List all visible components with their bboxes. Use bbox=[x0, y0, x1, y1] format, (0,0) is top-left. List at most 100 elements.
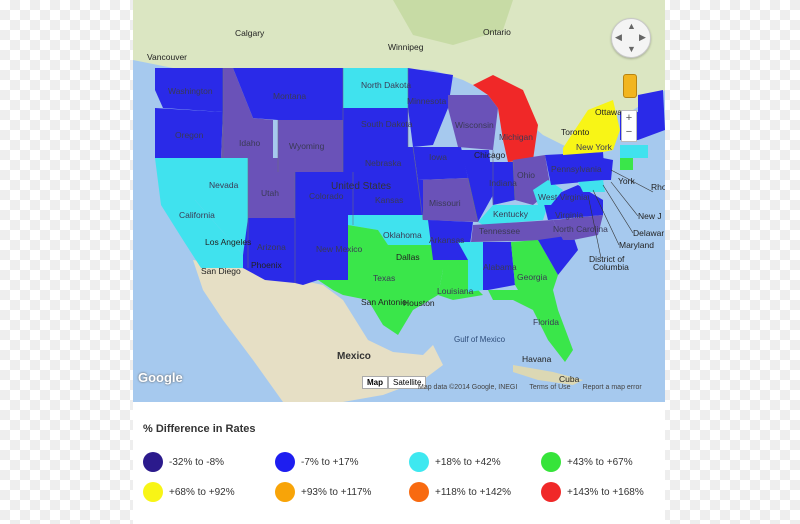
state-arizona[interactable] bbox=[243, 218, 295, 283]
city-vancouver: Vancouver bbox=[147, 52, 187, 62]
state-wyoming[interactable] bbox=[278, 120, 343, 172]
state-new-jersey[interactable] bbox=[603, 158, 613, 180]
state-california[interactable] bbox=[155, 158, 243, 268]
state-borders bbox=[222, 68, 516, 283]
legend-label: +118% to +142% bbox=[435, 486, 511, 498]
report-error-link[interactable]: Report a map error bbox=[582, 384, 642, 391]
city-ontario: Ontario bbox=[483, 27, 511, 37]
state-north-carolina[interactable] bbox=[553, 215, 603, 240]
pan-down-icon[interactable]: ▼ bbox=[627, 44, 636, 54]
map-type-satellite-button[interactable]: Satellite bbox=[388, 376, 427, 389]
attribution-data: Map data ©2014 Google, INEGI bbox=[418, 384, 518, 391]
state-idaho[interactable] bbox=[221, 68, 273, 158]
google-logo: Google bbox=[138, 370, 183, 385]
legend-title: % Difference in Rates bbox=[143, 423, 256, 435]
state-new-mexico[interactable] bbox=[295, 218, 348, 285]
state-nebraska[interactable] bbox=[343, 147, 418, 180]
pan-up-icon[interactable]: ▲ bbox=[627, 21, 636, 31]
state-pennsylvania[interactable] bbox=[545, 152, 605, 185]
state-alabama[interactable] bbox=[483, 242, 515, 290]
state-tennessee[interactable] bbox=[471, 220, 563, 242]
label-new-j: New J bbox=[638, 211, 662, 221]
state-michigan[interactable] bbox=[473, 75, 538, 162]
label-georgia: Georgia bbox=[517, 272, 548, 282]
cuba-land bbox=[513, 365, 583, 385]
map-view[interactable]: Washington Oregon California Nevada Idah… bbox=[133, 0, 665, 402]
state-washington[interactable] bbox=[155, 68, 223, 112]
state-texas[interactable] bbox=[318, 225, 443, 335]
state-wisconsin[interactable] bbox=[448, 95, 498, 150]
legend-panel: % Difference in Rates -32% to -8% -7% to… bbox=[133, 402, 665, 524]
state-georgia[interactable] bbox=[511, 240, 558, 290]
legend-item: +143% to +168% bbox=[541, 482, 644, 502]
state-kentucky[interactable] bbox=[478, 205, 548, 225]
state-maine[interactable] bbox=[638, 90, 665, 140]
legend-swatch bbox=[409, 482, 429, 502]
state-south-carolina[interactable] bbox=[538, 235, 578, 275]
pan-right-icon[interactable]: ▶ bbox=[639, 32, 646, 42]
label-washington: Washington bbox=[168, 86, 213, 96]
label-new-mexico: New Mexico bbox=[316, 244, 363, 254]
legend-label: +143% to +168% bbox=[567, 486, 644, 498]
state-colorado[interactable] bbox=[295, 172, 353, 218]
city-ottawa: Ottawa bbox=[595, 107, 622, 117]
state-utah[interactable] bbox=[248, 158, 295, 218]
legend-label: -7% to +17% bbox=[301, 456, 359, 468]
state-mississippi[interactable] bbox=[458, 242, 483, 292]
pan-control[interactable]: ▲ ▼ ◀ ▶ bbox=[611, 18, 651, 58]
state-illinois[interactable] bbox=[461, 150, 493, 222]
label-kansas: Kansas bbox=[375, 195, 403, 205]
state-arkansas[interactable] bbox=[428, 220, 473, 260]
state-nevada[interactable] bbox=[195, 158, 248, 255]
state-montana[interactable] bbox=[233, 68, 343, 120]
legend-item: +68% to +92% bbox=[143, 482, 235, 502]
state-oregon[interactable] bbox=[155, 108, 223, 158]
city-winnipeg: Winnipeg bbox=[388, 42, 424, 52]
state-maryland[interactable] bbox=[578, 180, 605, 192]
state-oklahoma[interactable] bbox=[348, 215, 433, 245]
state-minnesota[interactable] bbox=[408, 68, 453, 147]
legend-swatch bbox=[275, 482, 295, 502]
label-gulf-of-mexico: Gulf of Mexico bbox=[454, 335, 506, 344]
label-florida: Florida bbox=[533, 317, 559, 327]
label-louisiana: Louisiana bbox=[437, 286, 474, 296]
legend-label: +18% to +42% bbox=[435, 456, 501, 468]
state-west-virginia[interactable] bbox=[533, 180, 563, 205]
zoom-out-button[interactable]: − bbox=[625, 126, 633, 138]
label-rho: Rho bbox=[651, 182, 665, 192]
state-massachusetts[interactable] bbox=[620, 145, 648, 158]
label-york: York bbox=[618, 176, 635, 186]
state-florida[interactable] bbox=[488, 290, 573, 362]
street-view-pegman-icon[interactable] bbox=[623, 74, 637, 98]
label-delaware: Delawar bbox=[633, 228, 664, 238]
map-type-control[interactable]: Map Satellite bbox=[362, 376, 427, 389]
label-mexico: Mexico bbox=[337, 351, 371, 362]
state-connecticut[interactable] bbox=[620, 158, 633, 170]
label-iowa: Iowa bbox=[429, 152, 447, 162]
legend-item: +43% to +67% bbox=[541, 452, 633, 472]
state-south-dakota[interactable] bbox=[343, 108, 408, 147]
label-montana: Montana bbox=[273, 91, 306, 101]
state-kansas[interactable] bbox=[353, 180, 423, 215]
label-nevada: Nevada bbox=[209, 180, 239, 190]
state-north-dakota[interactable] bbox=[343, 68, 408, 108]
zoom-in-button[interactable]: + bbox=[625, 112, 633, 124]
state-iowa[interactable] bbox=[413, 147, 468, 180]
state-new-york[interactable] bbox=[563, 100, 620, 155]
label-oregon: Oregon bbox=[175, 130, 204, 140]
legend-swatch bbox=[143, 482, 163, 502]
terms-link[interactable]: Terms of Use bbox=[529, 384, 571, 391]
legend-swatch bbox=[275, 452, 295, 472]
city-havana: Havana bbox=[522, 354, 552, 364]
pan-left-icon[interactable]: ◀ bbox=[615, 32, 622, 42]
legend-swatch bbox=[409, 452, 429, 472]
label-district-of: District of bbox=[589, 254, 625, 264]
canada-green-patch bbox=[393, 0, 513, 45]
zoom-control[interactable]: + − bbox=[621, 110, 637, 142]
label-minnesota: Minnesota bbox=[407, 96, 446, 106]
state-indiana[interactable] bbox=[489, 162, 515, 205]
label-texas: Texas bbox=[373, 273, 395, 283]
state-missouri[interactable] bbox=[418, 178, 478, 222]
label-wyoming: Wyoming bbox=[289, 141, 325, 151]
map-type-map-button[interactable]: Map bbox=[362, 376, 388, 389]
